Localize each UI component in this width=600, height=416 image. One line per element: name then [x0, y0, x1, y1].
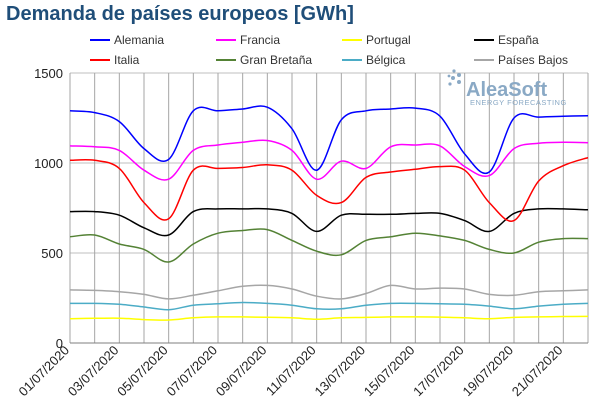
- logo-main-text: AleaSoft: [466, 79, 547, 101]
- legend-label-alemania: Alemania: [114, 33, 164, 47]
- x-tick-label: 05/07/2020: [114, 343, 171, 400]
- legend-label-belgica: Bélgica: [366, 53, 406, 67]
- x-tick-label: 15/07/2020: [361, 343, 418, 400]
- y-tick-label: 1000: [34, 156, 63, 171]
- chart-title: Demanda de países europeos [GWh]: [6, 3, 354, 25]
- x-tick-label: 21/07/2020: [509, 343, 566, 400]
- legend-label-italia: Italia: [114, 53, 140, 67]
- y-tick-label: 500: [41, 246, 63, 261]
- x-tick-label: 17/07/2020: [410, 343, 467, 400]
- x-tick-label: 03/07/2020: [65, 343, 122, 400]
- x-tick-label: 01/07/2020: [15, 343, 72, 400]
- series-line-gran-bretana: [69, 228, 589, 263]
- x-tick-label: 07/07/2020: [163, 343, 220, 400]
- legend-label-espana: España: [498, 33, 539, 47]
- legend-label-gran-bretana: Gran Bretaña: [240, 53, 312, 67]
- series-line-espana: [69, 207, 589, 237]
- x-tick-label: 13/07/2020: [311, 343, 368, 400]
- y-tick-label: 0: [56, 336, 63, 351]
- legend-label-francia: Francia: [240, 33, 280, 47]
- series-line-paises-bajos: [69, 284, 589, 300]
- series-line-portugal: [69, 315, 589, 321]
- x-tick-label: 09/07/2020: [213, 343, 270, 400]
- series-line-francia: [69, 139, 589, 181]
- y-tick-label: 1500: [34, 66, 63, 81]
- legend-label-paises-bajos: Países Bajos: [498, 53, 568, 67]
- aleasoft-logo: AleaSoft ENERGY FORECASTING: [447, 69, 567, 107]
- series-line-italia: [69, 156, 589, 222]
- logo-sub-text: ENERGY FORECASTING: [470, 98, 567, 107]
- legend-label-portugal: Portugal: [366, 33, 411, 47]
- series-lines: [69, 105, 589, 321]
- axes: 0 500 1000 1500 01/07/202003/07/202005/07/20…: [15, 66, 588, 399]
- series-line-belgica: [69, 301, 589, 311]
- x-tick-label: 19/07/2020: [459, 343, 516, 400]
- grid: [69, 72, 589, 344]
- x-tick-label: 11/07/2020: [263, 343, 319, 399]
- series-line-alemania: [69, 105, 589, 175]
- legend: Alemania Francia Portugal España Italia Gran …: [90, 33, 568, 67]
